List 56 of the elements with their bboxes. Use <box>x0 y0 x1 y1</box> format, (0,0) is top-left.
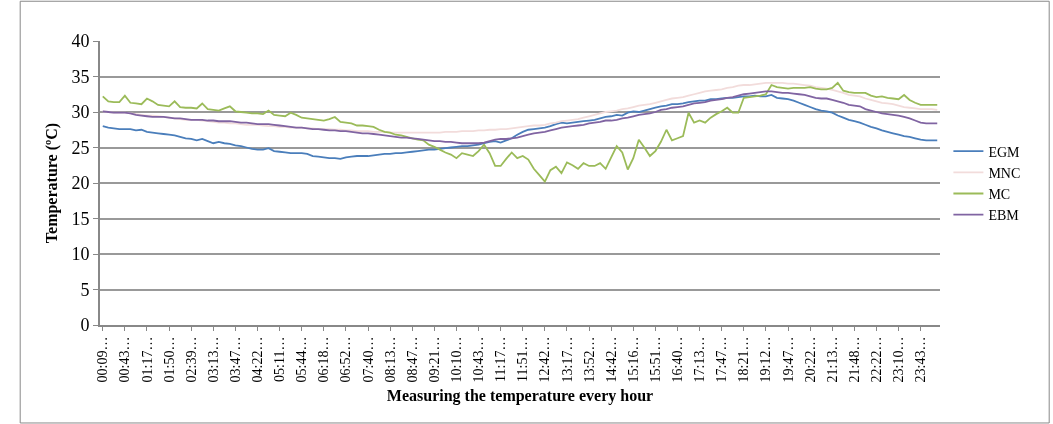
y-axis-title: Temperature (ºC) <box>42 122 61 244</box>
x-tick-label: 23:43… <box>913 336 929 383</box>
y-tick-label: 0 <box>80 315 90 336</box>
x-tick-label: 08:13… <box>382 336 398 383</box>
x-tick-label: 07:40… <box>360 336 376 383</box>
x-tick-label: 01:50… <box>161 336 177 383</box>
y-tick-label: 5 <box>80 279 90 300</box>
x-tick-label: 06:52… <box>338 336 354 383</box>
y-tick-label: 25 <box>71 137 90 158</box>
x-tick-label: 02:39… <box>183 336 199 383</box>
x-axis-title: Measuring the temperature every hour <box>386 386 654 405</box>
line-series <box>101 90 939 145</box>
x-tick-label: 19:47… <box>780 336 796 383</box>
y-tick-label: 40 <box>71 31 90 52</box>
legend-label: MNC <box>988 165 1021 181</box>
x-tick-label: 15:16… <box>625 336 641 383</box>
x-tick-label: 12:42… <box>537 336 553 383</box>
x-tick-label: 14:42… <box>603 336 619 383</box>
legend-label: EBM <box>988 208 1020 224</box>
line-series <box>101 94 939 160</box>
x-tick-label: 20:22… <box>802 336 818 383</box>
x-tick-label: 00:43… <box>117 336 133 383</box>
x-tick-label: 05:44… <box>294 336 310 383</box>
y-tick-label: 35 <box>71 66 90 87</box>
x-tick-label: 10:10… <box>449 336 464 383</box>
y-tick-label: 15 <box>71 208 90 229</box>
x-tick-label: 17:13… <box>692 336 708 383</box>
x-tick-label: 23:10… <box>891 336 907 383</box>
x-tick-label: 19:12… <box>758 336 774 383</box>
x-tick-label: 05:11… <box>272 336 288 382</box>
y-tick-label: 10 <box>71 244 90 265</box>
x-tick-label: 03:47… <box>227 336 243 383</box>
x-tick-label: 11:51… <box>515 336 531 382</box>
x-tick-label: 13:17… <box>559 336 575 383</box>
x-tick-label: 09:21… <box>426 336 442 383</box>
x-tick-label: 22:22… <box>869 336 884 383</box>
x-tick-label: 13:52… <box>581 336 597 383</box>
x-tick-label: 03:13… <box>205 336 221 383</box>
x-tick-label: 18:21… <box>736 336 752 383</box>
x-tick-label: 17:47… <box>714 336 730 383</box>
x-tick-label: 15:51… <box>647 336 663 383</box>
x-tick-label: 10:43… <box>471 336 487 383</box>
x-tick-label: 00:09… <box>95 336 111 383</box>
x-tick-label: 01:17… <box>139 336 155 383</box>
x-tick-label: 21:48… <box>846 336 862 383</box>
x-tick-label: 06:18… <box>316 336 332 383</box>
legend-label: MC <box>988 186 1011 202</box>
line-series <box>101 81 939 183</box>
y-tick-label: 20 <box>71 173 90 194</box>
x-tick-label: 16:40… <box>670 336 686 383</box>
x-tick-label: 21:13… <box>824 336 840 383</box>
x-tick-label: 08:47… <box>404 336 420 383</box>
legend-label: EGM <box>988 144 1021 160</box>
y-tick-label: 30 <box>71 102 90 123</box>
x-tick-label: 04:22… <box>250 336 266 383</box>
x-tick-label: 11:17… <box>493 336 509 382</box>
